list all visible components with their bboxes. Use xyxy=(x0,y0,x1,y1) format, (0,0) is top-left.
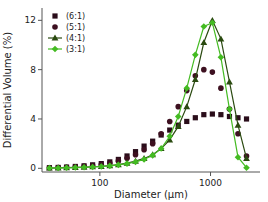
x-tick-label: 1000 xyxy=(199,178,222,188)
y-tick xyxy=(38,118,42,119)
series xyxy=(46,17,250,171)
data-point xyxy=(98,163,105,170)
data-point xyxy=(55,165,61,171)
data-point xyxy=(192,76,199,82)
data-point xyxy=(235,154,242,161)
data-point xyxy=(89,163,96,169)
data-point xyxy=(158,131,164,137)
data-point xyxy=(210,111,215,116)
data-point xyxy=(46,165,53,172)
data-point xyxy=(133,152,139,158)
data-point xyxy=(166,133,173,140)
data-point xyxy=(149,152,156,159)
data-point xyxy=(200,39,207,45)
y-axis-line xyxy=(42,8,43,172)
data-point xyxy=(226,106,233,113)
data-point xyxy=(217,35,224,41)
data-point xyxy=(201,67,207,73)
y-axis-label: Differential Volume (%) xyxy=(2,32,13,148)
data-point xyxy=(150,141,156,147)
data-point xyxy=(141,156,148,163)
y-tick xyxy=(38,69,42,70)
data-point xyxy=(124,160,131,167)
data-point xyxy=(243,164,250,171)
data-point xyxy=(89,164,96,171)
data-point xyxy=(141,147,147,153)
data-point xyxy=(115,161,122,167)
x-axis-line xyxy=(42,172,260,173)
data-point xyxy=(158,145,165,152)
y-tick xyxy=(38,20,42,21)
series xyxy=(47,111,249,170)
x-tick xyxy=(210,172,211,176)
legend: (6:1) (5:1) (4:1) (3:1) xyxy=(48,12,85,54)
data-point xyxy=(193,115,198,120)
data-point xyxy=(209,19,216,26)
data-point xyxy=(132,159,139,166)
data-point xyxy=(63,165,70,172)
y-tick-label: 0 xyxy=(30,163,36,173)
data-point xyxy=(227,106,233,112)
data-point xyxy=(218,54,225,61)
y-tick-label: 4 xyxy=(30,114,36,124)
data-point xyxy=(175,113,182,120)
data-point xyxy=(192,52,199,59)
data-point xyxy=(183,103,190,109)
data-point xyxy=(243,155,250,161)
legend-label: (3:1) xyxy=(66,45,85,54)
legend-marker xyxy=(52,24,58,30)
data-point xyxy=(201,23,208,30)
data-point xyxy=(72,164,79,171)
data-point xyxy=(183,85,190,92)
y-tick-label: 12 xyxy=(25,15,36,25)
data-point xyxy=(46,165,53,171)
legend-label: (6:1) xyxy=(66,12,85,21)
data-point xyxy=(218,85,224,91)
x-tick xyxy=(99,172,100,176)
data-point xyxy=(184,119,189,124)
legend-marker xyxy=(52,35,59,41)
data-point xyxy=(226,79,233,85)
data-point xyxy=(81,164,88,171)
chart: 0 4 8 12 100 1000 Diameter (μm) Differential Vo… xyxy=(0,0,268,202)
legend-label: (4:1) xyxy=(66,34,85,43)
plot-area xyxy=(46,17,250,171)
data-point xyxy=(106,162,113,168)
legend-label: (5:1) xyxy=(66,23,85,32)
data-point xyxy=(210,69,216,75)
data-point xyxy=(98,163,105,169)
data-point xyxy=(175,123,182,129)
legend-marker xyxy=(52,13,57,18)
y-tick-label: 8 xyxy=(30,65,36,75)
data-point xyxy=(244,116,249,121)
data-point xyxy=(63,164,70,170)
data-point xyxy=(81,164,88,170)
data-point xyxy=(55,165,62,171)
series-line xyxy=(49,23,246,168)
data-point xyxy=(72,164,79,170)
data-point xyxy=(107,163,114,170)
data-point xyxy=(167,119,173,125)
series-line xyxy=(49,20,246,168)
data-point xyxy=(47,165,53,171)
data-point xyxy=(55,165,62,172)
data-point xyxy=(201,112,206,117)
x-tick-label: 100 xyxy=(91,178,108,188)
data-point xyxy=(235,122,242,128)
data-point xyxy=(115,162,122,169)
data-point xyxy=(218,112,223,117)
y-tick xyxy=(38,168,42,169)
legend-marker xyxy=(52,46,59,53)
x-axis-label: Diameter (μm) xyxy=(114,189,188,200)
series xyxy=(47,67,250,171)
series xyxy=(46,19,250,171)
